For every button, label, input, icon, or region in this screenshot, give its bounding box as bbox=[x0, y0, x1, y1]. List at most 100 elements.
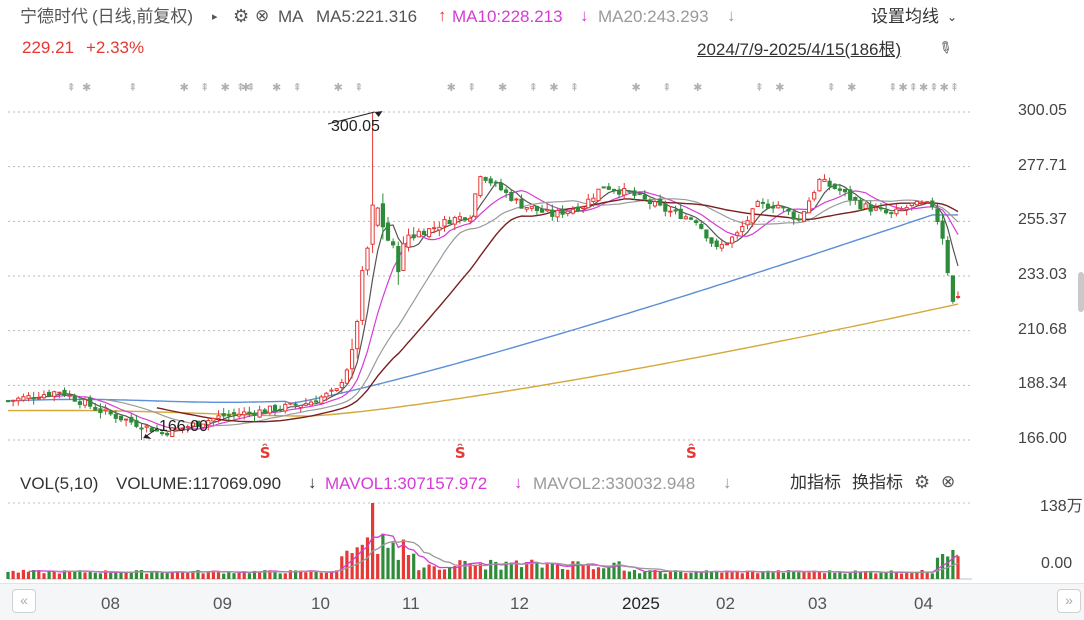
candle bbox=[88, 397, 93, 407]
volume-bar bbox=[32, 570, 36, 579]
period-arrow-icon[interactable]: ▸ bbox=[212, 11, 218, 23]
volume-bar bbox=[196, 570, 200, 579]
volume-bar bbox=[442, 569, 447, 579]
y-tick-label: 166.00 bbox=[1018, 430, 1067, 447]
scroll-right-icon[interactable]: » bbox=[1057, 589, 1081, 613]
candle bbox=[190, 422, 196, 427]
event-marker-icon: ✱ bbox=[919, 81, 928, 94]
volume-bar bbox=[155, 571, 159, 579]
volume-bar bbox=[519, 567, 524, 579]
volume-bar bbox=[730, 571, 734, 579]
candle bbox=[272, 404, 278, 412]
mavol1-value: MAVOL1:307157.972 bbox=[325, 474, 488, 493]
volume-bar bbox=[93, 572, 97, 579]
candle bbox=[668, 210, 673, 213]
chevron-down-icon[interactable]: ⌄ bbox=[947, 10, 958, 24]
period-label[interactable]: (日线,前复权) bbox=[92, 7, 194, 26]
candle bbox=[817, 178, 822, 192]
candle bbox=[863, 203, 868, 209]
volume-bar bbox=[6, 571, 10, 579]
candle bbox=[709, 237, 714, 244]
candle bbox=[185, 426, 190, 429]
date-range[interactable]: 2024/7/9-2025/4/15(186根) bbox=[697, 40, 902, 59]
candle bbox=[647, 199, 652, 204]
volume-bar bbox=[735, 570, 739, 579]
candle bbox=[955, 296, 961, 298]
candle bbox=[67, 394, 72, 397]
candle bbox=[827, 180, 832, 187]
candle bbox=[765, 203, 771, 209]
volume-bar bbox=[720, 572, 724, 579]
volume-bar bbox=[294, 570, 298, 579]
switch-indicator-button[interactable]: 换指标 bbox=[852, 473, 903, 492]
candle bbox=[201, 423, 206, 428]
volume-bar bbox=[889, 570, 893, 579]
candle bbox=[355, 321, 360, 350]
volume-bar bbox=[88, 571, 92, 579]
ma-settings-button[interactable]: 设置均线 bbox=[871, 7, 939, 26]
volume-bar bbox=[740, 573, 744, 579]
volume-bar bbox=[725, 570, 729, 579]
volume-bar bbox=[535, 562, 539, 579]
volume-bar bbox=[283, 573, 287, 579]
event-marker-icon: ⇞ bbox=[950, 81, 959, 94]
volume-bar bbox=[83, 572, 87, 579]
candle bbox=[452, 217, 457, 225]
candle bbox=[878, 207, 884, 210]
candle bbox=[555, 209, 560, 218]
gear-icon[interactable]: ⚙ bbox=[914, 472, 931, 492]
candle bbox=[257, 409, 262, 418]
volume-bar bbox=[401, 539, 405, 579]
candle bbox=[694, 220, 699, 224]
x-tick-label: 11 bbox=[402, 594, 420, 613]
x-tick-label: 04 bbox=[914, 594, 933, 613]
volume-chart[interactable] bbox=[0, 495, 1084, 583]
candle bbox=[837, 188, 842, 191]
close-icon[interactable]: ⊗ bbox=[941, 472, 956, 491]
close-icon[interactable]: ⊗ bbox=[255, 6, 270, 25]
volume-bar bbox=[894, 572, 898, 579]
stock-name[interactable]: 宁德时代 bbox=[20, 7, 88, 26]
x-tick-label: 08 bbox=[101, 594, 120, 613]
candlestick-chart[interactable]: ⇞ ✱ ⇞ ✱ ⇞ ✱ ⇞✱⇞ ✱ ⇞ ✱ ⇞ ✱ ⇞ ✱ ⇞ ✱ ⇞ ✱ ⇞ ✱ ⇞ ✱ ⇞ ✱ ⇞ ✱ ⇞ ✱ ⇞ ✱ ⇞Ŝ Ŝ Ŝ bbox=[0, 70, 1084, 468]
candle bbox=[822, 178, 827, 182]
candle bbox=[688, 217, 694, 220]
volume-bar bbox=[186, 573, 190, 579]
candle bbox=[930, 200, 935, 208]
volume-bar bbox=[57, 573, 61, 579]
add-indicator-button[interactable]: 加指标 bbox=[790, 473, 841, 492]
volume-bar bbox=[222, 573, 226, 579]
current-price: 229.21 bbox=[22, 38, 74, 57]
candle bbox=[288, 402, 293, 405]
candle bbox=[216, 415, 221, 419]
event-marker-icon: ⇞ bbox=[529, 81, 538, 94]
event-marker-icon: ✱ bbox=[447, 81, 456, 94]
scroll-handle[interactable] bbox=[1078, 272, 1084, 312]
volume-bar bbox=[237, 572, 241, 579]
vol-y-tick-label: 0.00 bbox=[1041, 555, 1073, 572]
pin-icon[interactable]: ✎ bbox=[934, 37, 956, 60]
volume-bar bbox=[709, 571, 714, 579]
volume-bar bbox=[812, 570, 816, 579]
volume-bar bbox=[792, 570, 796, 579]
ma250-line bbox=[8, 303, 959, 417]
volume-bar bbox=[175, 571, 180, 579]
candle bbox=[31, 397, 36, 400]
candle bbox=[473, 193, 478, 217]
volume-bar bbox=[258, 571, 262, 579]
candle bbox=[498, 183, 504, 191]
candle bbox=[575, 206, 581, 212]
scroll-left-icon[interactable]: « bbox=[12, 589, 36, 613]
vol-label[interactable]: VOL(5,10) bbox=[20, 474, 99, 493]
candle bbox=[791, 211, 796, 220]
x-tick-label: 03 bbox=[808, 594, 827, 613]
candle bbox=[935, 208, 940, 222]
volume-bar bbox=[869, 571, 873, 579]
volume-bar bbox=[484, 569, 488, 579]
volume-bar bbox=[273, 572, 277, 579]
candle bbox=[11, 399, 16, 402]
volume-bar bbox=[227, 571, 231, 579]
candle bbox=[868, 204, 873, 212]
candle bbox=[319, 396, 324, 404]
gear-icon[interactable]: ⚙ bbox=[233, 6, 250, 26]
